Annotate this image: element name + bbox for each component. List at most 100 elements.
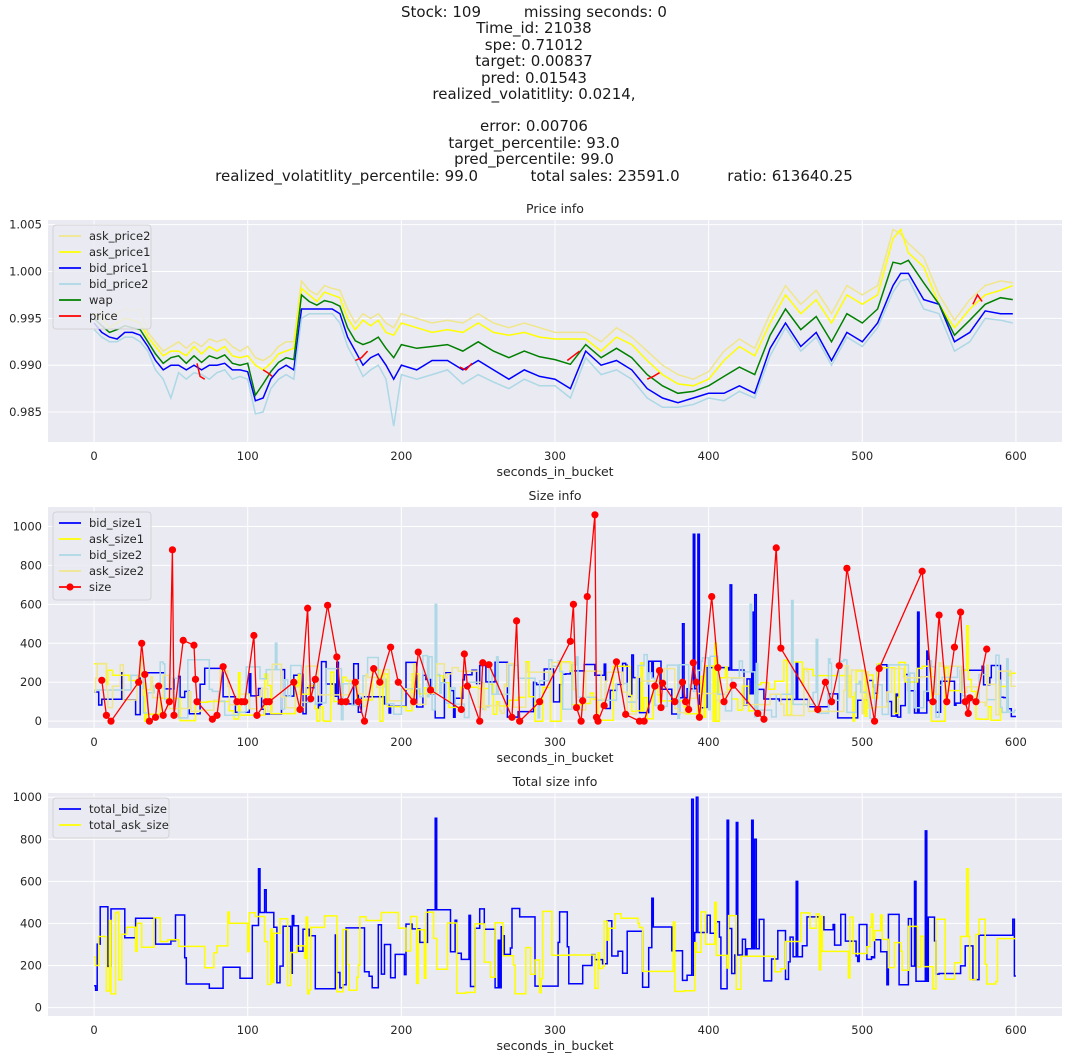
- series-size-point: [600, 702, 608, 710]
- series-size-point: [354, 698, 362, 706]
- y-tick-label: 0: [35, 714, 42, 728]
- series-size-point: [875, 665, 883, 673]
- series-size-point: [168, 546, 177, 554]
- series-group: [94, 511, 1016, 725]
- series-size-point: [583, 592, 591, 601]
- series-size-point: [983, 645, 991, 653]
- series-size-point: [311, 675, 319, 683]
- legend-label: total_bid_size: [89, 802, 167, 816]
- y-tick-label: 800: [20, 832, 42, 846]
- series-size-point: [729, 681, 737, 689]
- series-bid-price2-line: [93, 278, 1013, 427]
- series-size-point: [964, 709, 972, 717]
- legend-box: [52, 224, 152, 330]
- legend-label: price: [89, 309, 118, 323]
- series-total-bid-size-line: [94, 796, 1016, 992]
- series-size-point: [426, 686, 435, 694]
- series-size-point: [572, 703, 581, 712]
- legend-label: bid_price1: [89, 261, 148, 275]
- series-price-line: [459, 362, 473, 371]
- series-wap-line: [93, 259, 1013, 398]
- series-size-point: [296, 705, 304, 714]
- legend-label: ask_price2: [89, 229, 150, 243]
- series-size-point: [165, 698, 173, 706]
- y-tick-label: 400: [20, 636, 42, 650]
- series-size-point: [138, 639, 146, 647]
- series-size-point: [333, 653, 341, 661]
- legend-label: wap: [89, 293, 113, 307]
- x-tick-label: 500: [851, 1023, 873, 1037]
- series-size-point: [516, 717, 524, 725]
- series-size-point: [460, 650, 468, 658]
- series-size-point: [943, 698, 951, 706]
- series-size-point: [777, 644, 785, 652]
- y-tick-label: 400: [20, 916, 42, 930]
- series-size-point: [708, 592, 716, 601]
- legend-label: bid_size1: [89, 516, 142, 530]
- series-price-line: [646, 372, 660, 380]
- series-size-point: [508, 713, 516, 721]
- series-size-point: [835, 662, 843, 670]
- series-size-point: [241, 698, 249, 706]
- series-price-line: [566, 350, 581, 362]
- series-size-point: [957, 608, 965, 616]
- x-tick-label: 100: [237, 735, 259, 749]
- series-ask-size2-line: [94, 656, 1016, 717]
- series-size-point: [290, 678, 298, 686]
- x-tick-label: 500: [851, 735, 873, 749]
- series-size-point: [972, 698, 980, 706]
- y-tick-label: 0: [35, 1001, 42, 1015]
- series-size-point: [655, 666, 664, 675]
- y-tick-label: 1000: [13, 790, 42, 804]
- x-tick-label: 200: [390, 1023, 412, 1037]
- suptitle-line: target: 0.00837: [475, 52, 593, 71]
- chart-title: Price info: [526, 201, 584, 216]
- series-size-point: [360, 717, 369, 725]
- series-size-point: [342, 698, 350, 706]
- x-tick-label: 200: [390, 449, 412, 463]
- x-tick-label: 300: [544, 735, 566, 749]
- legend-label: ask_price1: [89, 245, 150, 259]
- x-tick-label: 0: [90, 735, 97, 749]
- series-size-point: [821, 678, 830, 686]
- series-size-point: [671, 698, 679, 706]
- series-size-point: [612, 658, 621, 666]
- series-size-point: [190, 641, 198, 649]
- series-size-point: [760, 715, 768, 723]
- series-size-point: [658, 679, 667, 687]
- series-size-point: [695, 713, 704, 721]
- suptitle-line: realized_volatitlity: 0.0214,: [432, 85, 636, 104]
- series-price-line: [354, 350, 369, 362]
- series-size-point: [929, 698, 937, 706]
- series-size-point: [714, 664, 722, 672]
- suptitle-line: pred: 0.01543: [481, 68, 587, 87]
- series-size-point: [754, 709, 762, 717]
- legend-label: ask_size2: [89, 564, 144, 578]
- x-tick-label: 400: [698, 735, 720, 749]
- x-tick-label: 600: [1005, 449, 1027, 463]
- series-size-point: [689, 659, 697, 667]
- series-size-point: [155, 682, 163, 690]
- series-price-line: [196, 363, 206, 380]
- chart-panel-2: 0 100 200 300 400 500 600 0 200 400 600 800 1000 Size…: [13, 488, 1062, 765]
- suptitle-line: Time_id: 21038: [476, 19, 592, 38]
- series-size-point: [685, 705, 693, 714]
- series-size-point: [566, 637, 574, 645]
- x-axis-label: seconds_in_bucket: [496, 1038, 613, 1053]
- series-size-point: [720, 698, 728, 706]
- y-tick-label: 200: [20, 675, 42, 689]
- series-size-point: [476, 717, 484, 725]
- series-group: [93, 227, 1014, 427]
- y-tick-label: 600: [20, 597, 42, 611]
- legend-marker: [66, 583, 74, 591]
- series-price-line: [262, 369, 273, 377]
- series-size-point: [387, 643, 395, 651]
- series-size-point: [579, 697, 587, 705]
- series-size-point: [692, 678, 700, 686]
- series-size-point: [151, 713, 160, 721]
- series-size-point: [512, 617, 521, 625]
- series-size-point: [594, 717, 602, 725]
- series-size-point: [827, 698, 836, 706]
- suptitle-line: spe: 0.71012: [484, 35, 584, 54]
- x-tick-label: 100: [237, 449, 259, 463]
